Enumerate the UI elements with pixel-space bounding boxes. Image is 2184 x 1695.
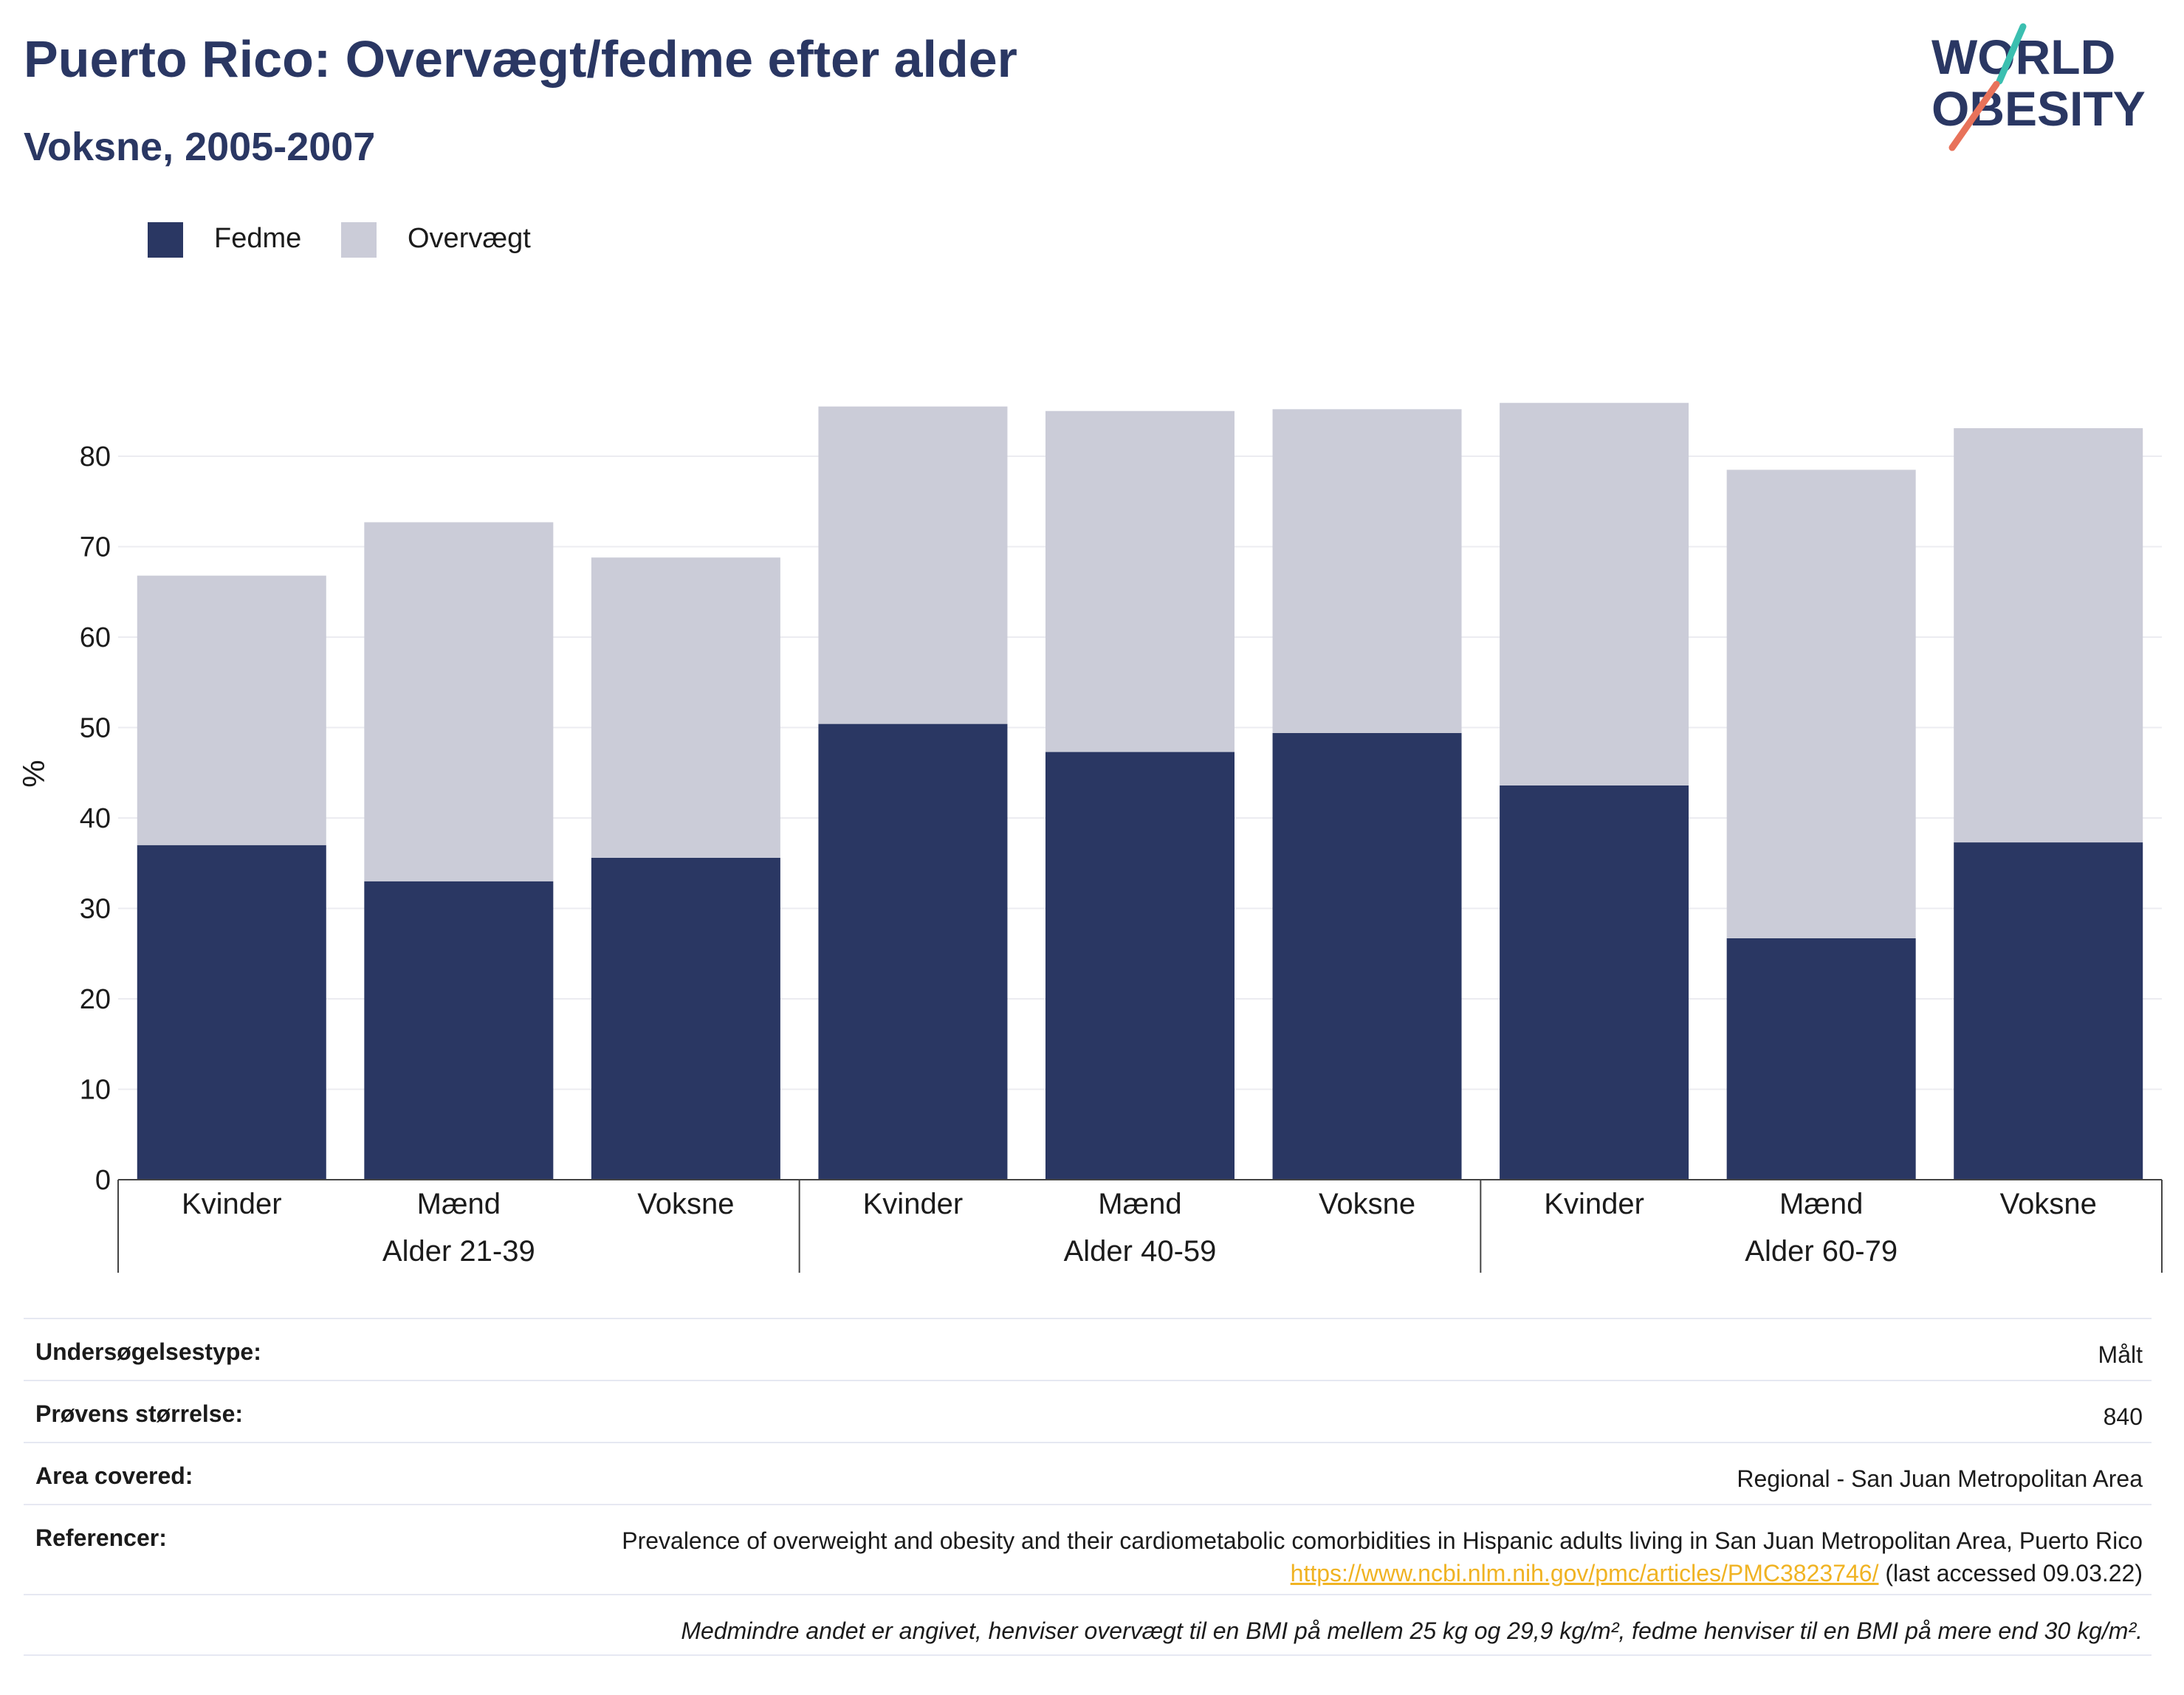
y-tick-label: 80 [80,441,111,472]
x-tick-label: Mænd [1098,1188,1181,1220]
y-tick-label: 70 [80,532,111,563]
y-tick-label: 50 [80,713,111,744]
survey-info-table: Undersøgelsestype: Målt Prøvens størrels… [24,1318,2152,1656]
info-row-note: Medmindre andet er angivet, henviser ove… [24,1594,2152,1656]
y-tick-label: 10 [80,1075,111,1106]
bar-fedme [364,881,554,1180]
x-tick-label: Kvinder [182,1188,282,1220]
bar-fedme [1045,752,1234,1180]
logo-slash-coral [1948,80,2000,151]
references-label: Referencer: [35,1524,167,1551]
bar-overvaegt [364,522,554,881]
bar-overvaegt [1954,428,2143,843]
bar-overvaegt [1726,470,1916,938]
stacked-bar-chart: 0 10 20 30 40 50 60 70 80% Kvinder Mænd Voksne Kvind… [16,402,2163,1273]
y-tick-label: 0 [95,1165,111,1196]
bar-overvaegt [818,406,1008,724]
info-row-survey-type: Undersøgelsestype: Målt [24,1318,2152,1380]
bar-fedme [1500,785,1689,1180]
area-label: Area covered: [35,1462,193,1489]
legend-label-overvaegt: Overvægt [408,223,531,254]
bar-fedme [591,857,780,1180]
x-tick-label: Voksne [637,1188,734,1220]
group-label: Alder 60-79 [1745,1235,1898,1268]
legend-swatch-overvaegt [341,222,377,258]
references-suffix: (last accessed 09.03.22) [1885,1560,2143,1586]
bar-overvaegt [1272,409,1462,733]
survey-type-value: Målt [2098,1341,2143,1368]
x-tick-label: Voksne [2000,1188,2097,1220]
definition-note: Medmindre andet er angivet, henviser ove… [681,1617,2143,1644]
bar-fedme [1726,938,1916,1180]
bar-fedme [818,723,1008,1180]
y-tick-label: 20 [80,984,111,1015]
references-link[interactable]: https://www.ncbi.nlm.nih.gov/pmc/article… [1290,1560,1879,1586]
x-tick-label: Mænd [417,1188,501,1220]
info-row-area: Area covered: Regional - San Juan Metrop… [24,1442,2152,1504]
bar-overvaegt [591,557,780,858]
references-text: Prevalence of overweight and obesity and… [622,1527,2143,1554]
world-obesity-logo: WORLD OBESITY [1931,23,2146,151]
y-axis-label: % [16,760,51,787]
sample-size-label: Prøvens størrelse: [35,1400,244,1427]
group-label: Alder 21-39 [382,1235,535,1268]
y-tick-label: 60 [80,622,111,653]
x-tick-label: Kvinder [863,1188,964,1220]
references-value: Prevalence of overweight and obesity and… [35,1524,2143,1589]
logo-slash-teal [1996,23,2027,85]
chart-subtitle: Voksne, 2005-2007 [24,125,376,169]
bar-fedme [1272,732,1462,1180]
survey-type-label: Undersøgelsestype: [35,1338,261,1365]
bar-fedme [137,845,326,1180]
x-tick-label: Mænd [1779,1188,1863,1220]
area-value: Regional - San Juan Metropolitan Area [1737,1465,2143,1492]
sample-size-value: 840 [2103,1403,2143,1430]
y-tick-label: 30 [80,894,111,925]
x-tick-label: Kvinder [1544,1188,1644,1220]
logo-line1: WORLD [1931,30,2115,84]
group-label: Alder 40-59 [1064,1235,1217,1268]
legend-label-fedme: Fedme [214,223,302,254]
legend-swatch-fedme [148,222,183,258]
x-tick-label: Voksne [1319,1188,1415,1220]
y-tick-label: 40 [80,803,111,834]
info-row-references: Referencer: Prevalence of overweight and… [24,1504,2152,1594]
chart-title: Puerto Rico: Overvægt/fedme efter alder [24,30,1017,88]
bar-overvaegt [137,575,326,845]
bar-overvaegt [1500,402,1689,785]
info-row-sample-size: Prøvens størrelse: 840 [24,1380,2152,1442]
bar-overvaegt [1045,410,1234,752]
bar-fedme [1954,842,2143,1180]
